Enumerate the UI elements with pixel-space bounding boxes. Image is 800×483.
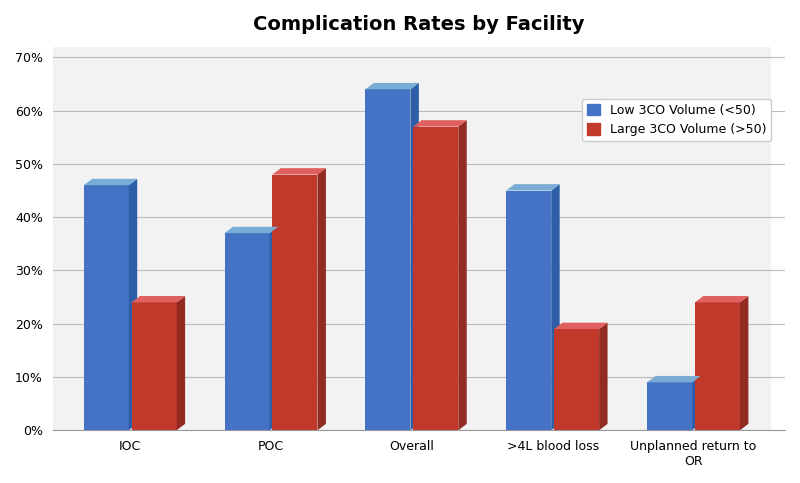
Bar	[273, 174, 318, 430]
Bar	[131, 302, 177, 430]
Polygon shape	[695, 296, 748, 302]
Polygon shape	[458, 120, 466, 430]
Polygon shape	[692, 376, 701, 430]
Polygon shape	[129, 179, 138, 430]
Polygon shape	[551, 184, 560, 430]
Bar	[695, 302, 740, 430]
Polygon shape	[225, 227, 278, 233]
Polygon shape	[366, 83, 419, 89]
Bar	[225, 233, 270, 430]
Polygon shape	[318, 168, 326, 430]
Bar	[414, 127, 458, 430]
Polygon shape	[131, 296, 185, 302]
Polygon shape	[740, 296, 748, 430]
Polygon shape	[270, 227, 278, 430]
Polygon shape	[410, 83, 419, 430]
Polygon shape	[84, 179, 138, 185]
Bar	[84, 185, 129, 430]
Polygon shape	[177, 296, 185, 430]
Polygon shape	[273, 168, 326, 174]
Legend: Low 3CO Volume (<50), Large 3CO Volume (>50): Low 3CO Volume (<50), Large 3CO Volume (…	[582, 99, 771, 141]
Polygon shape	[554, 323, 607, 329]
Polygon shape	[599, 323, 607, 430]
Bar	[647, 383, 692, 430]
Bar	[366, 89, 410, 430]
Bar	[554, 329, 599, 430]
Polygon shape	[647, 376, 701, 383]
Polygon shape	[506, 184, 560, 190]
Polygon shape	[414, 120, 466, 127]
Bar	[506, 190, 551, 430]
Title: Complication Rates by Facility: Complication Rates by Facility	[253, 15, 585, 34]
